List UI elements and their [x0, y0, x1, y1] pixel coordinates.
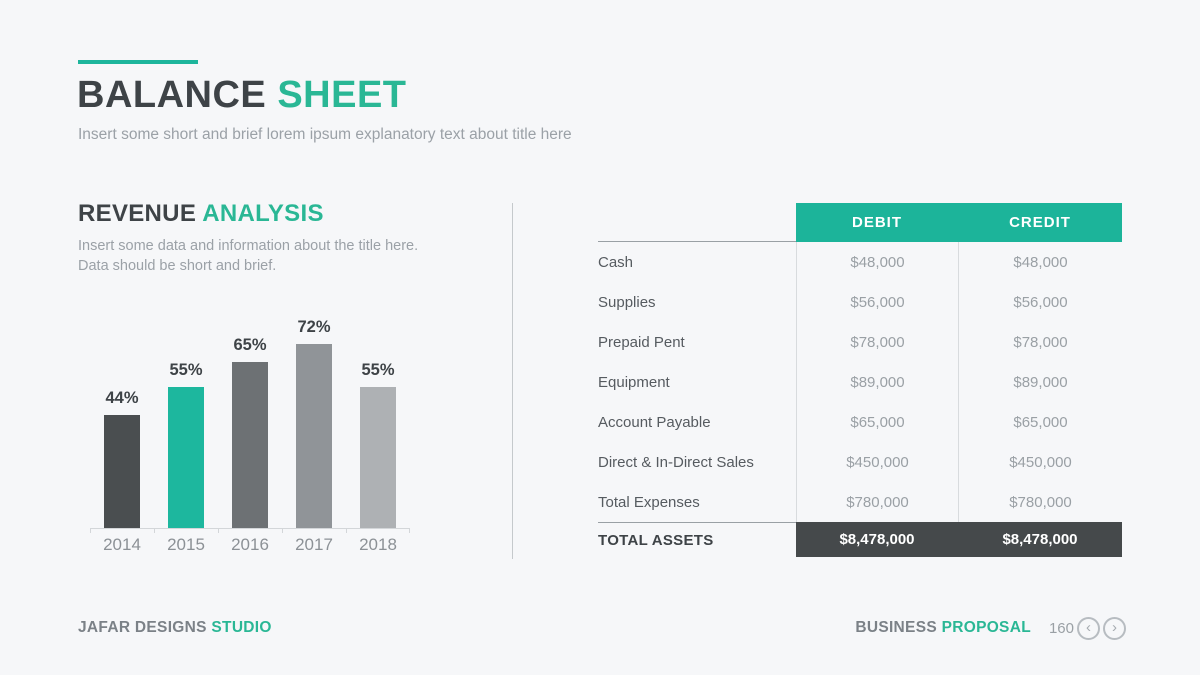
debit-value: $65,000	[796, 402, 958, 442]
total-debit-value: $8,478,000	[796, 522, 958, 557]
x-axis-tick	[90, 528, 91, 533]
row-label: Prepaid Pent	[598, 333, 685, 351]
balance-table: DEBIT CREDIT Cash $48,000 $48,000 Supplies $…	[598, 203, 1122, 557]
table-header-debit: DEBIT	[796, 203, 958, 242]
bar-group-2014: 44%	[90, 317, 154, 528]
x-axis-tick	[154, 528, 155, 533]
bar-group-2016: 65%	[218, 317, 282, 528]
section-heading-primary: REVENUE	[78, 200, 203, 227]
section-description: Insert some data and information about t…	[78, 238, 419, 274]
debit-value: $780,000	[796, 482, 958, 522]
nav-prev-button[interactable]: ‹	[1077, 616, 1100, 640]
page-title-primary: BALANCE	[77, 74, 278, 116]
credit-value: $780,000	[958, 482, 1122, 522]
bar-value-label: 55%	[361, 361, 395, 379]
bar	[296, 344, 332, 528]
debit-value: $78,000	[796, 322, 958, 362]
credit-value: $450,000	[958, 442, 1122, 482]
footer-brand: JAFAR DESIGNS STUDIO	[78, 619, 272, 637]
page-number: 160	[1048, 619, 1074, 637]
vertical-divider	[512, 203, 513, 559]
table-row: Supplies $56,000 $56,000	[598, 282, 1122, 322]
x-axis-label: 2015	[167, 535, 205, 554]
footer-doc-title: BUSINESS PROPOSAL	[855, 619, 1031, 637]
x-axis-tick	[409, 528, 410, 533]
bar-group-2018: 55%	[346, 317, 410, 528]
row-label: Direct & In-Direct Sales	[598, 453, 754, 471]
footer-brand-primary: JAFAR DESIGNS	[78, 619, 212, 636]
x-axis-label: 2014	[103, 535, 141, 554]
section-heading: REVENUE ANALYSIS	[78, 200, 324, 228]
bar-value-label: 72%	[297, 318, 331, 336]
credit-value: $48,000	[958, 242, 1122, 282]
bar-chart-x-axis	[90, 528, 410, 533]
bar-value-label: 55%	[169, 361, 203, 379]
table-total-row: TOTAL ASSETS $8,478,000 $8,478,000	[598, 522, 1122, 557]
footer-brand-accent: STUDIO	[211, 619, 272, 636]
table-row: Total Expenses $780,000 $780,000	[598, 482, 1122, 522]
table-row: Direct & In-Direct Sales $450,000 $450,000	[598, 442, 1122, 482]
table-header-credit: CREDIT	[958, 203, 1122, 242]
credit-value: $65,000	[958, 402, 1122, 442]
row-label: Cash	[598, 253, 634, 271]
nav-next-button[interactable]: ›	[1103, 616, 1126, 640]
section-heading-accent: ANALYSIS	[202, 200, 324, 227]
chevron-left-icon: ‹	[1086, 618, 1091, 636]
footer-right: BUSINESS PROPOSAL 160 ‹ ›	[855, 616, 1126, 640]
credit-value: $89,000	[958, 362, 1122, 402]
bar-group-2017: 72%	[282, 317, 346, 528]
page-subtitle: Insert some short and brief lorem ipsum …	[78, 126, 572, 143]
credit-value: $56,000	[958, 282, 1122, 322]
table-row: Account Payable $65,000 $65,000	[598, 402, 1122, 442]
title-accent-line	[78, 60, 198, 64]
debit-value: $48,000	[796, 242, 958, 282]
row-label: Total Expenses	[598, 493, 700, 511]
row-label: Equipment	[598, 373, 670, 391]
bar	[232, 362, 268, 528]
total-credit-value: $8,478,000	[958, 522, 1122, 557]
debit-value: $450,000	[796, 442, 958, 482]
debit-value: $89,000	[796, 362, 958, 402]
x-axis-tick	[346, 528, 347, 533]
table-body: Cash $48,000 $48,000 Supplies $56,000 $56,000…	[598, 242, 1122, 522]
bar-value-label: 44%	[105, 389, 139, 407]
row-label: Supplies	[598, 293, 656, 311]
credit-value: $78,000	[958, 322, 1122, 362]
x-axis-labels: 2014 2015 2016 2017 2018	[90, 535, 410, 555]
debit-value: $56,000	[796, 282, 958, 322]
bar-chart: 44% 55% 65% 72% 55%	[90, 317, 410, 528]
x-axis-label: 2017	[295, 535, 333, 554]
bar	[104, 415, 140, 528]
table-row: Cash $48,000 $48,000	[598, 242, 1122, 282]
x-axis-label: 2018	[359, 535, 397, 554]
table-row: Equipment $89,000 $89,000	[598, 362, 1122, 402]
chevron-right-icon: ›	[1112, 618, 1117, 636]
footer-doc-accent: PROPOSAL	[941, 619, 1031, 636]
bar-group-2015: 55%	[154, 317, 218, 528]
bar-value-label: 65%	[233, 336, 267, 354]
table-header-spacer	[598, 203, 796, 242]
table-row: Prepaid Pent $78,000 $78,000	[598, 322, 1122, 362]
page-title-accent: SHEET	[277, 74, 407, 116]
bar	[168, 387, 204, 528]
page-title: BALANCE SHEET	[77, 74, 407, 117]
bar	[360, 387, 396, 528]
x-axis-tick	[218, 528, 219, 533]
total-label: TOTAL ASSETS	[598, 522, 796, 557]
footer-doc-primary: BUSINESS	[855, 619, 942, 636]
x-axis-label: 2016	[231, 535, 269, 554]
row-label: Account Payable	[598, 413, 711, 431]
table-header-row: DEBIT CREDIT	[598, 203, 1122, 242]
x-axis-tick	[282, 528, 283, 533]
